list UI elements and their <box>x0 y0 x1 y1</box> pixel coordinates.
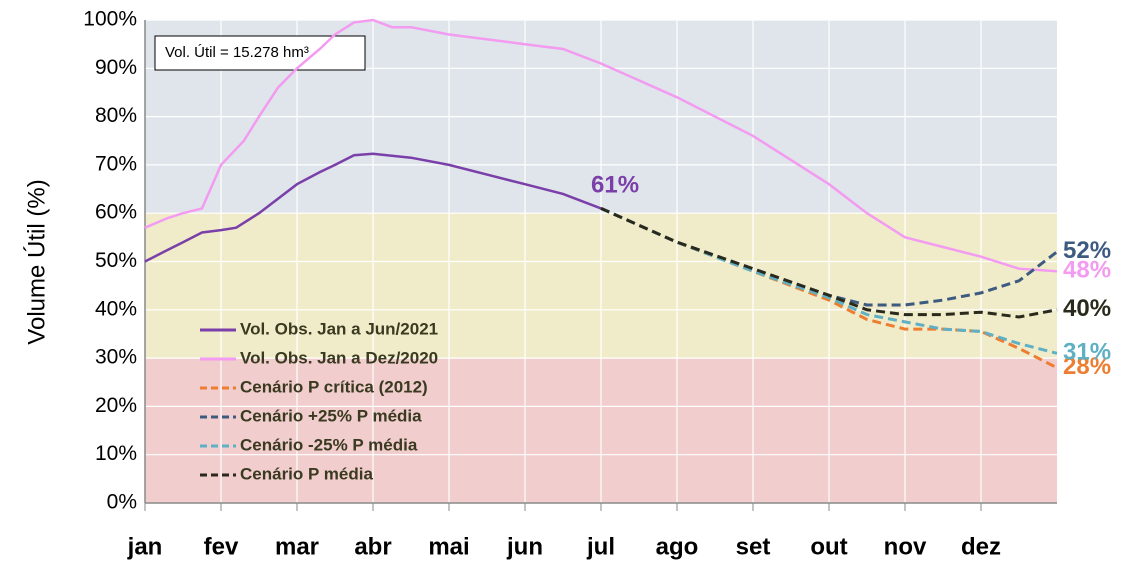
y-tick-label: 70% <box>95 152 137 175</box>
legend-label: Vol. Obs. Jan a Jun/2021 <box>240 319 438 338</box>
y-tick-label: 100% <box>83 8 137 31</box>
legend-label: Cenário P média <box>240 464 373 483</box>
x-tick-label: nov <box>884 533 927 560</box>
data-label: 52% <box>1063 237 1111 264</box>
y-tick-label: 80% <box>95 104 137 127</box>
x-tick-label: dez <box>961 533 1001 560</box>
x-tick-label: mai <box>428 533 469 560</box>
x-tick-label: jan <box>127 533 163 560</box>
y-tick-label: 30% <box>95 346 137 369</box>
data-label: 31% <box>1063 339 1111 366</box>
y-tick-label: 0% <box>107 491 137 514</box>
series-line <box>600 207 1058 307</box>
y-tick-label: 20% <box>95 394 137 417</box>
x-tick-label: fev <box>204 533 239 560</box>
y-axis-label: Volume Útil (%) <box>23 179 50 344</box>
legend-label: Cenário P crítica (2012) <box>240 377 428 396</box>
annotation-box <box>154 35 366 71</box>
x-tick-label: out <box>810 533 847 560</box>
y-tick-label: 40% <box>95 297 137 320</box>
series-line <box>600 207 1058 355</box>
y-tick-label: 90% <box>95 56 137 79</box>
data-label: 40% <box>1063 295 1111 322</box>
x-tick-label: set <box>736 533 771 560</box>
y-tick-label: 60% <box>95 201 137 224</box>
series-line <box>144 152 602 263</box>
legend-label: Cenário +25% P média <box>240 406 422 425</box>
data-label: 28% <box>1063 353 1111 380</box>
series-line <box>600 207 1058 370</box>
y-tick-label: 50% <box>95 249 137 272</box>
data-label: 61% <box>591 172 639 199</box>
x-tick-label: jul <box>586 533 615 560</box>
annotation: Vol. Útil = 15.278 hm³ <box>165 44 309 61</box>
x-tick-label: abr <box>354 533 391 560</box>
series-line <box>144 18 1058 273</box>
x-tick-label: ago <box>656 533 699 560</box>
x-tick-label: mar <box>275 533 319 560</box>
x-tick-label: jun <box>506 533 543 560</box>
data-label: 48% <box>1063 257 1111 284</box>
y-tick-label: 10% <box>95 442 137 465</box>
legend-label: Vol. Obs. Jan a Dez/2020 <box>240 348 438 367</box>
legend-label: Cenário -25% P média <box>240 435 418 454</box>
